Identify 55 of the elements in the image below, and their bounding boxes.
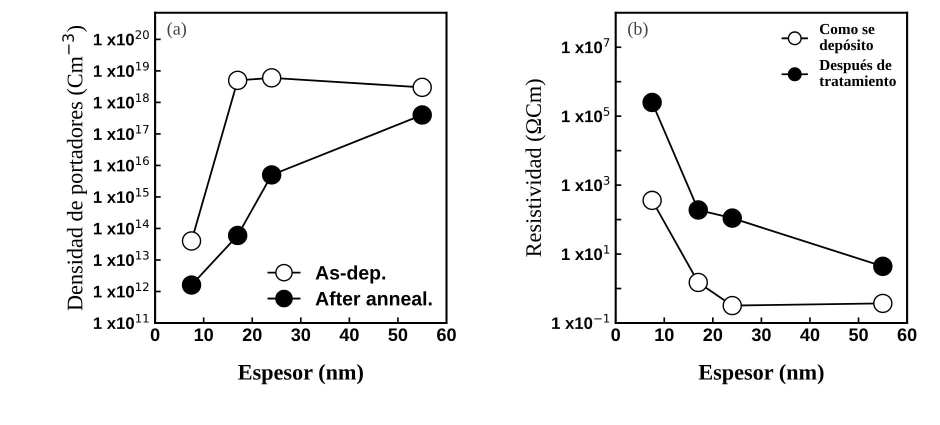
point [688, 200, 708, 220]
point [228, 226, 248, 246]
x-tick-label: 50 [849, 328, 868, 342]
legend-label: Después de tratamiento [819, 59, 896, 86]
point [642, 190, 662, 210]
y-tick-label: 1 x10$^{19}$ [94, 62, 149, 77]
annotation: (a) [168, 22, 186, 38]
y-tick-label: 1 x10$^{11}$ [94, 314, 149, 330]
point [873, 294, 893, 314]
x-tick-label: 0 [150, 328, 160, 342]
point [412, 78, 432, 98]
y-tick-label: 1 x10$^{14}$ [94, 220, 149, 235]
x-tick-label: 30 [291, 328, 310, 342]
x-tick-label: 60 [898, 328, 916, 342]
y-tick-label: 1 x10$^{17}$ [94, 124, 149, 140]
y-tick-label: 1 x10$^{16}$ [94, 156, 149, 172]
x-tick-label: 10 [194, 328, 213, 342]
x-tick-label: 20 [703, 328, 722, 342]
y-axis-title: Resistividad (ΩCm) [525, 79, 546, 257]
y-tick-label: 1 x10$^{−1}$ [552, 314, 610, 330]
y-tick-label: 1 x10$^{12}$ [94, 282, 148, 298]
x-tick-label: 0 [611, 328, 620, 342]
point [262, 68, 282, 88]
x-tick-label: 60 [437, 328, 456, 342]
point [182, 231, 202, 251]
y-tick-label: 1 x10$^{5}$ [562, 107, 610, 122]
legend-label: After anneal. [316, 291, 432, 306]
legend-label: As-dep. [316, 265, 386, 284]
point [262, 165, 282, 185]
y-axis-title: Densidad de portadores (Cm$^{−3}$) [62, 26, 88, 310]
y-tick-label: 1 x10$^{3}$ [562, 176, 610, 192]
point [412, 105, 432, 125]
point [722, 208, 742, 228]
point [722, 296, 742, 316]
point [228, 70, 248, 90]
point [182, 275, 202, 295]
y-tick-label: 1 x10$^{18}$ [94, 93, 149, 108]
x-tick-label: 20 [242, 328, 262, 342]
y-tick-label: 1 x10$^{20}$ [94, 30, 149, 46]
x-tick-label: 10 [655, 328, 674, 342]
x-tick-label: 40 [340, 328, 359, 342]
legend-label: Como se depósito [820, 24, 874, 54]
x-axis-title: Espesor (nm) [238, 364, 363, 384]
x-tick-label: 40 [800, 328, 820, 342]
y-tick-label: 1 x10$^{13}$ [94, 250, 149, 266]
y-tick-label: 1 x10$^{7}$ [562, 38, 610, 54]
point [873, 256, 893, 276]
y-tick-label: 1 x10$^{1}$ [562, 245, 610, 260]
point [642, 92, 662, 112]
x-axis-title: Espesor (nm) [698, 364, 824, 384]
x-tick-label: 50 [388, 328, 408, 342]
annotation: (b) [628, 22, 648, 38]
x-tick-label: 30 [752, 328, 771, 342]
point [688, 272, 708, 292]
y-tick-label: 1 x10$^{15}$ [94, 188, 149, 204]
